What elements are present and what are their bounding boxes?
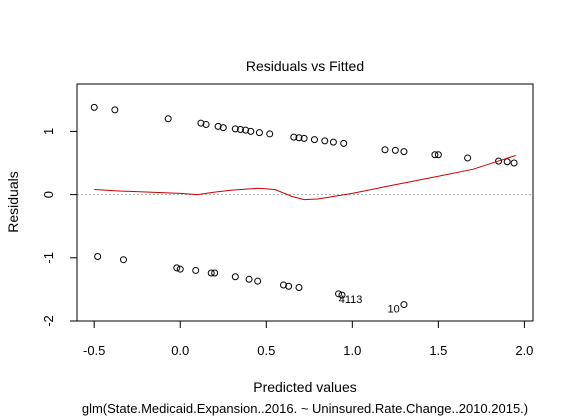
model-formula: glm(State.Medicaid.Expansion..2016. ~ Un… [82,401,528,416]
point-labels: 4113 10 [339,294,400,315]
smoother-line [94,154,516,201]
data-point [94,253,102,261]
data-point [197,119,205,127]
data-point [400,148,408,156]
y-axis: -2 -1 0 1 [41,128,78,327]
data-point [300,134,308,142]
plot-frame [76,83,534,322]
x-tick-label: -0.5 [83,343,105,358]
data-point [254,277,262,285]
data-point [295,284,303,292]
data-point [295,134,303,142]
x-tick-label: 1.0 [343,343,361,358]
data-point [321,137,329,145]
data-point [245,275,253,283]
data-point [219,124,227,132]
data-point [231,125,239,133]
data-point [236,126,244,134]
data-point [119,256,127,264]
data-point [176,265,184,273]
data-point [207,269,215,277]
data-point [503,158,511,166]
data-point [266,130,274,138]
y-tick-label: 0 [41,191,56,198]
data-points [90,103,518,309]
data-point [247,127,255,135]
data-point [211,269,219,277]
x-tick-label: 2.0 [515,343,533,358]
data-point [90,103,98,111]
data-point [310,136,318,144]
y-axis-title: Residuals [5,171,21,232]
chart-title: Residuals vs Fitted [246,58,364,74]
data-point [510,159,518,167]
data-point [400,301,408,309]
data-point [381,146,389,154]
data-point [164,115,172,123]
data-point [279,281,287,289]
data-point [231,273,239,281]
data-point [242,126,250,134]
data-point [495,157,503,165]
x-tick-label: 0.5 [257,343,275,358]
data-point [340,139,348,147]
data-point [111,106,119,114]
point-label: 10 [387,303,399,315]
data-point [431,151,439,159]
x-tick-label: 0.0 [171,343,189,358]
data-point [285,282,293,290]
data-point [391,146,399,154]
data-point [192,266,200,274]
data-point [214,122,222,130]
x-axis-title: Predicted values [253,379,357,395]
data-point [202,120,210,128]
data-point [329,138,337,146]
point-label: 4113 [339,294,363,306]
data-point [464,154,472,162]
data-point [290,133,298,141]
y-tick-label: -2 [41,315,56,327]
data-point [338,291,346,299]
x-axis: -0.5 0.0 0.5 1.0 1.5 2.0 [83,320,533,358]
x-tick-label: 1.5 [429,343,447,358]
y-tick-label: -1 [41,252,56,264]
data-point [173,264,181,272]
data-point [255,129,263,137]
data-point [335,290,343,298]
y-tick-label: 1 [41,128,56,135]
data-point [434,151,442,159]
